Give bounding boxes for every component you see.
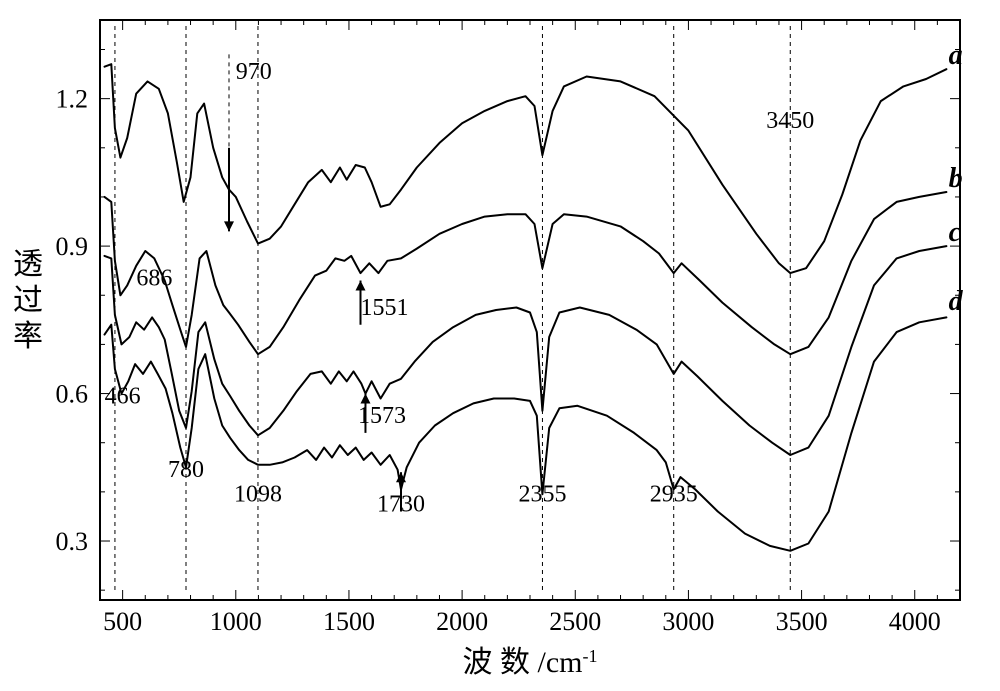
peak-label: 1551 xyxy=(360,295,408,321)
y-axis-title: 率 xyxy=(13,320,43,353)
x-tick-label: 4000 xyxy=(889,607,941,636)
y-tick-label: 0.3 xyxy=(56,527,89,556)
series-label: d xyxy=(949,286,964,317)
peak-label: 1730 xyxy=(377,492,425,518)
y-tick-label: 0.9 xyxy=(56,232,89,261)
y-tick-label: 1.2 xyxy=(56,85,89,114)
x-tick-label: 2000 xyxy=(436,607,488,636)
peak-label: 970 xyxy=(236,59,272,85)
peak-label: 2355 xyxy=(518,482,566,508)
peak-label: 466 xyxy=(105,383,141,409)
peak-label: 3450 xyxy=(766,108,814,134)
series-label: a xyxy=(949,40,963,71)
peak-label: 2935 xyxy=(650,482,698,508)
peak-label: 686 xyxy=(136,265,172,291)
peak-label: 1098 xyxy=(234,482,282,508)
x-tick-label: 2500 xyxy=(549,607,601,636)
x-tick-label: 500 xyxy=(103,607,142,636)
x-tick-label: 3500 xyxy=(776,607,828,636)
peak-label: 1573 xyxy=(358,403,406,429)
x-tick-label: 1000 xyxy=(210,607,262,636)
x-tick-label: 1500 xyxy=(323,607,375,636)
series-label: b xyxy=(949,163,963,194)
series-label: c xyxy=(949,217,962,248)
x-axis-title: 波 数 /cm-1 xyxy=(463,646,598,679)
y-axis-title: 透 xyxy=(13,248,43,281)
x-tick-label: 3000 xyxy=(662,607,714,636)
y-axis-title: 过 xyxy=(13,284,43,317)
y-tick-label: 0.6 xyxy=(56,380,89,409)
ir-spectra-chart: 500 1000 1500 2000 2500 3000 3500 4000 0.3 0.6 0.9… xyxy=(0,0,1000,691)
peak-label: 780 xyxy=(168,457,204,483)
